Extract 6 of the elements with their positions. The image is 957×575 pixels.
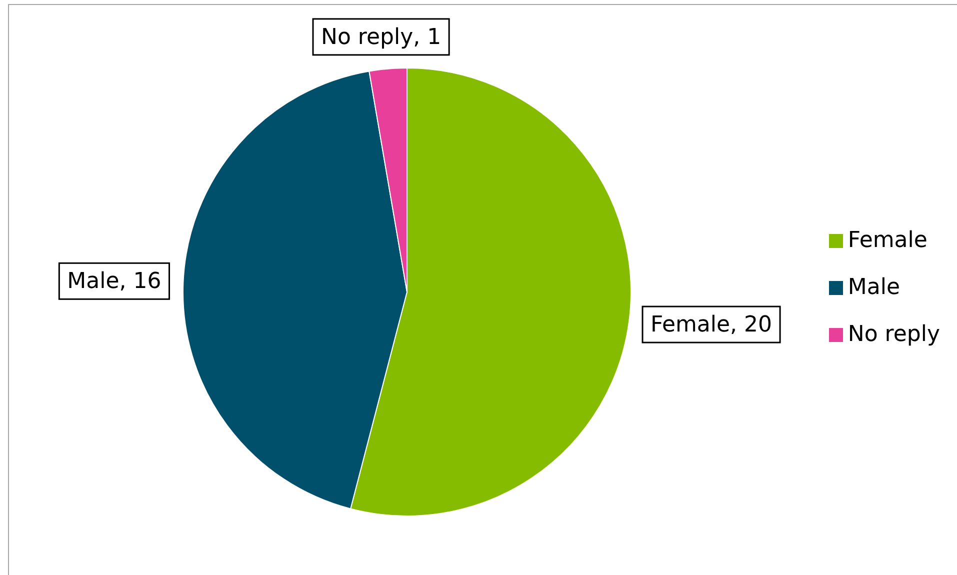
legend-label: Female	[848, 227, 928, 254]
legend-label: Male	[848, 274, 900, 301]
data-label: Male, 16	[67, 268, 162, 294]
legend-label: No reply	[848, 321, 940, 348]
data-label: No reply, 1	[321, 24, 442, 50]
data-label: Female, 20	[650, 312, 772, 338]
